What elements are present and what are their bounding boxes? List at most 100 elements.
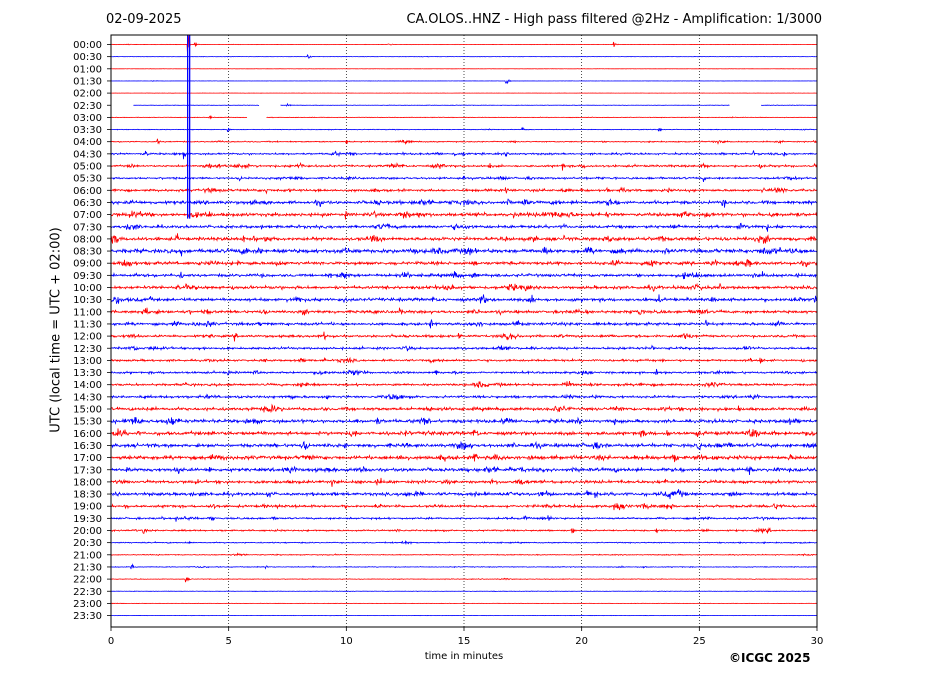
chart-title: CA.OLOS..HNZ - High pass filtered @2Hz -… [406, 12, 822, 27]
y-tick-label: 01:30 [73, 76, 102, 87]
trace-row [110, 114, 818, 120]
y-tick-label: 09:30 [73, 271, 102, 282]
y-tick-label: 22:30 [73, 587, 102, 598]
trace-row [110, 150, 818, 160]
trace-row [110, 126, 818, 133]
y-tick-label: 07:30 [73, 222, 102, 233]
plot-frame [110, 34, 818, 628]
trace-row [110, 270, 818, 280]
trace-row [110, 563, 818, 570]
trace-row [110, 356, 818, 364]
y-tick-label: 13:00 [73, 356, 102, 367]
y-tick-label: 05:30 [73, 174, 102, 185]
x-tick-label: 0 [108, 636, 114, 647]
y-tick-label: 02:00 [73, 89, 102, 100]
x-tick-label: 10 [340, 636, 353, 647]
y-tick-label: 19:00 [73, 502, 102, 513]
y-tick-label: 10:30 [73, 295, 102, 306]
trace-row [110, 526, 818, 535]
y-tick-label: 02:30 [73, 101, 102, 112]
trace-row [110, 393, 818, 401]
y-tick-label: 23:30 [73, 611, 102, 622]
trace-row [110, 465, 818, 476]
y-tick-label: 04:30 [73, 149, 102, 160]
y-tick-label: 21:30 [73, 562, 102, 573]
x-tick-label: 25 [693, 636, 706, 647]
y-tick-label: 14:00 [73, 380, 102, 391]
trace-row [110, 416, 818, 426]
trace-row [110, 35, 818, 55]
y-tick-label: 17:00 [73, 453, 102, 464]
trace-row [110, 175, 818, 183]
y-tick-label: 17:30 [73, 465, 102, 476]
trace-row [110, 246, 818, 257]
y-tick-label: 09:00 [73, 259, 102, 270]
trace-row [110, 186, 818, 195]
trace-row [110, 590, 818, 593]
y-tick-label: 00:00 [73, 40, 102, 51]
trace-row [110, 489, 818, 500]
trace-row [110, 222, 818, 232]
trace-row [110, 380, 818, 389]
y-tick-label: 18:00 [73, 477, 102, 488]
copyright-label: ©ICGC 2025 [729, 651, 811, 665]
trace-row [110, 403, 818, 414]
trace-row [110, 614, 818, 617]
trace-row [110, 54, 818, 59]
y-tick-label: 11:00 [73, 307, 102, 318]
trace-row [110, 602, 818, 605]
y-tick-label: 07:00 [73, 210, 102, 221]
trace-row [110, 233, 818, 244]
trace-row [110, 428, 818, 438]
trace-row [110, 502, 818, 511]
y-tick-label: 11:30 [73, 319, 102, 330]
y-tick-label: 12:00 [73, 332, 102, 343]
trace-row [110, 576, 818, 583]
trace-row [110, 138, 818, 146]
y-tick-label: 03:30 [73, 125, 102, 136]
trace-row [110, 307, 817, 316]
y-tick-label: 16:30 [73, 441, 102, 452]
x-tick-label: 15 [458, 636, 471, 647]
y-tick-label: 16:00 [73, 429, 102, 440]
trace-row [110, 258, 818, 268]
y-tick-label: 15:00 [73, 405, 102, 416]
x-tick-label: 20 [575, 636, 588, 647]
y-tick-label: 21:00 [73, 550, 102, 561]
trace-row [110, 282, 818, 292]
trace-row [110, 440, 818, 451]
y-tick-label: 03:00 [73, 113, 102, 124]
date-label: 02-09-2025 [106, 12, 182, 27]
trace-row [110, 161, 818, 171]
trace-row [110, 552, 818, 557]
y-tick-label: 08:00 [73, 234, 102, 245]
y-tick-label: 20:00 [73, 526, 102, 537]
y-tick-label: 19:30 [73, 514, 102, 525]
trace-row [110, 318, 818, 329]
y-tick-label: 15:30 [73, 417, 102, 428]
trace-row [133, 102, 818, 107]
trace-row [110, 198, 818, 208]
y-tick-label: 00:30 [73, 52, 102, 63]
trace-row [110, 515, 818, 522]
y-tick-label: 10:00 [73, 283, 102, 294]
trace-row [110, 294, 818, 304]
trace-row [110, 539, 818, 546]
trace-row [110, 209, 818, 220]
y-tick-label: 23:00 [73, 599, 102, 610]
trace-row [110, 344, 818, 352]
x-tick-label: 5 [225, 636, 231, 647]
trace-row [110, 477, 818, 487]
y-tick-label: 18:30 [73, 490, 102, 501]
y-tick-label: 05:00 [73, 162, 102, 173]
y-tick-label: 06:00 [73, 186, 102, 197]
x-axis-label: time in minutes [424, 651, 504, 662]
y-tick-label: 01:00 [73, 64, 102, 75]
y-tick-label: 14:30 [73, 392, 102, 403]
y-tick-label: 13:30 [73, 368, 102, 379]
event-spike [187, 35, 191, 219]
trace-row [110, 453, 818, 463]
trace-row [110, 79, 818, 85]
